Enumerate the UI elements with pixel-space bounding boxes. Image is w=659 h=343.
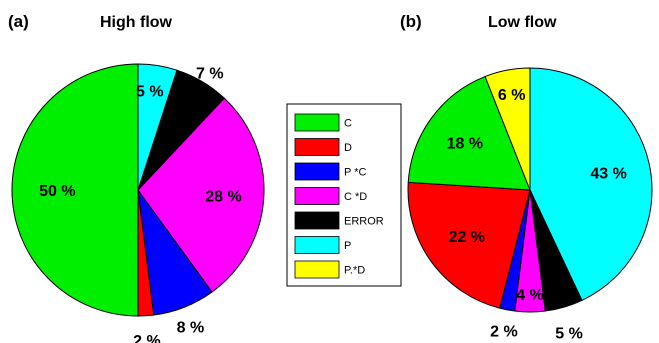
pie-chart-low-flow: 43 % 5 % 4 % 2 % 22 % 18 % 6 %: [407, 67, 653, 343]
pie-slice-high-flow-c: [11, 63, 139, 317]
legend-label-p-c: P *C: [344, 167, 366, 179]
pie-slice-high-flow-p: [137, 63, 178, 191]
legend-label-p: P: [344, 240, 351, 252]
pie-slice-low-flow-c: [407, 75, 531, 191]
pie-label-low-flow-error: 5 %: [555, 326, 583, 343]
legend-label-d: D: [344, 142, 352, 154]
pie-label-high-flow-p-c: 8 %: [177, 319, 205, 336]
panel-b-title: Low flow: [488, 14, 557, 31]
panel-a-letter: (a): [8, 12, 29, 31]
legend-swatch-p-c: [294, 162, 340, 181]
pie-label-high-flow-p: 5 %: [136, 83, 164, 100]
pie-label-low-flow-p-d: 6 %: [498, 87, 526, 104]
legend-label-p-d: P.*D: [344, 265, 365, 277]
legend-swatch-d: [294, 138, 340, 156]
legend-swatch-error: [294, 211, 340, 230]
pie-slice-low-flow-p: [529, 67, 653, 302]
pie-label-low-flow-p: 43 %: [590, 165, 626, 182]
pie-label-low-flow-c: 18 %: [447, 136, 483, 153]
pie-slice-high-flow-c-d: [137, 97, 265, 293]
legend-label-c-d: C *D: [344, 191, 367, 203]
pie-label-high-flow-c-d: 28 %: [205, 188, 241, 205]
pie-chart-high-flow: 50 % 2 % 8 % 28 % 7 % 5 %: [11, 63, 265, 343]
pie-label-high-flow-c: 50 %: [39, 183, 75, 200]
legend-swatch-c: [294, 113, 340, 132]
pie-slice-low-flow-p-d: [484, 67, 531, 191]
pie-label-low-flow-c-d: 4 %: [516, 287, 544, 304]
panel-b-letter: (b): [400, 12, 422, 31]
legend-swatch-p-d: [294, 260, 340, 279]
legend: CD P *C C *D ERROR P P.*D: [286, 103, 402, 287]
legend-label-c: C: [344, 118, 352, 130]
panel-a-title: High flow: [100, 14, 173, 31]
pie-label-low-flow-p-c: 2 %: [490, 324, 518, 341]
legend-label-error: ERROR: [344, 216, 384, 228]
pie-label-low-flow-d: 22 %: [449, 229, 485, 246]
pie-label-high-flow-error: 7 %: [196, 66, 224, 83]
legend-swatch-p: [294, 236, 340, 254]
pie-label-high-flow-d: 2 %: [133, 333, 161, 343]
legend-swatch-c-d: [294, 187, 340, 205]
pie-slice-low-flow-d: [407, 181, 531, 309]
